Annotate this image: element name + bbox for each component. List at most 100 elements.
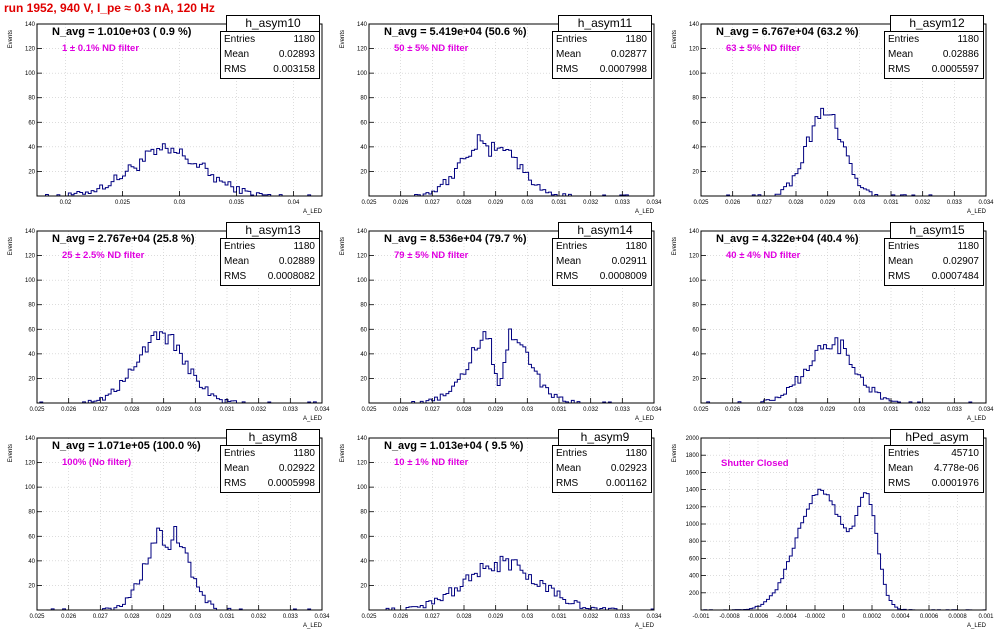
x-tick-label: 0.026 [725, 200, 741, 206]
x-tick-label: 0.027 [425, 614, 441, 620]
plot-frame [368, 437, 655, 611]
histogram-line [701, 107, 986, 197]
y-tick-label: 60 [692, 327, 699, 333]
y-tick-label: 60 [28, 327, 35, 333]
x-tick-label: 0.032 [915, 200, 931, 206]
x-tick-label: 0.028 [788, 407, 804, 413]
x-axis-label: A_LED [967, 416, 987, 422]
stats-row-entries: Entries 45710 [885, 446, 983, 461]
histogram-line [369, 555, 655, 611]
y-tick-label: 60 [28, 534, 35, 540]
navg-label: N_avg = 4.322e+04 (40.4 %) [716, 233, 859, 245]
page-title: run 1952, 940 V, I_pe ≈ 0.3 nA, 120 Hz [4, 1, 215, 15]
x-tick-label: 0.035 [229, 200, 245, 206]
y-tick-label: 100 [25, 71, 36, 77]
filter-label: 10 ± 1% ND filter [394, 457, 469, 468]
stats-value-rms: 0.0008009 [599, 271, 647, 282]
y-tick-label: 40 [28, 145, 35, 151]
y-tick-label: 40 [28, 352, 35, 358]
x-axis-label: A_LED [967, 209, 987, 215]
stats-row-rms: RMS 0.0008009 [553, 269, 651, 284]
x-tick-label: -0.0004 [776, 614, 797, 620]
stats-value-mean: 0.02877 [610, 49, 647, 60]
y-tick-label: 40 [692, 145, 699, 151]
histogram-line [37, 143, 322, 197]
navg-label: N_avg = 1.013e+04 ( 9.5 %) [384, 440, 524, 452]
x-tick-label: 0.025 [115, 200, 131, 206]
x-tick-label: 0.027 [425, 200, 441, 206]
x-tick-label: 0.034 [978, 407, 994, 413]
stats-label-mean: Mean [888, 256, 914, 267]
x-tick-label: 0.0002 [863, 614, 882, 620]
x-tick-label: -0.0008 [719, 614, 740, 620]
x-tick-label: 0.0006 [920, 614, 939, 620]
x-tick-label: 0.031 [883, 407, 899, 413]
y-axis-label: Events [672, 237, 678, 255]
y-tick-label: 100 [25, 278, 36, 284]
y-tick-label: 20 [692, 169, 699, 175]
stats-box: Entries 1180 Mean 0.02893 RMS 0.003158 [220, 31, 320, 79]
filter-label: Shutter Closed [721, 458, 789, 469]
y-tick-label: 140 [357, 22, 368, 28]
x-tick-label: 0.031 [551, 200, 567, 206]
x-tick-label: 0 [842, 614, 846, 620]
x-tick-label: 0.03 [521, 200, 533, 206]
stats-row-mean: Mean 0.02893 [221, 47, 319, 62]
stats-row-rms: RMS 0.0005597 [885, 62, 983, 77]
stats-value-mean: 0.02923 [610, 463, 647, 474]
y-tick-label: 40 [692, 352, 699, 358]
stats-label-mean: Mean [224, 463, 250, 474]
stats-row-mean: Mean 0.02889 [221, 254, 319, 269]
stats-row-mean: Mean 0.02922 [221, 461, 319, 476]
y-tick-label: 140 [689, 22, 700, 28]
y-tick-label: 120 [357, 47, 368, 53]
plot-frame [368, 230, 655, 404]
y-tick-label: 400 [689, 574, 700, 580]
x-tick-label: 0.0004 [891, 614, 910, 620]
stats-row-entries: Entries 1180 [221, 239, 319, 254]
histogram-panel-h_asym15: 0.025 0.026 0.027 0.028 0.029 0.03 0.031 0.032 0… [664, 219, 996, 426]
x-tick-label: 0.026 [393, 614, 409, 620]
stats-row-rms: RMS 0.0007484 [885, 269, 983, 284]
histogram-title: h_asym12 [890, 15, 984, 32]
stats-row-mean: Mean 0.02907 [885, 254, 983, 269]
y-tick-label: 140 [689, 229, 700, 235]
navg-label: N_avg = 2.767e+04 (25.8 %) [52, 233, 195, 245]
stats-value-mean: 0.02911 [611, 256, 647, 267]
y-tick-label: 80 [28, 510, 35, 516]
stats-box: Entries 1180 Mean 0.02907 RMS 0.0007484 [884, 238, 984, 286]
x-axis-label: A_LED [635, 209, 655, 215]
x-tick-label: 0.031 [219, 407, 235, 413]
x-tick-label: 0.028 [456, 407, 472, 413]
x-tick-label: 0.034 [646, 200, 662, 206]
histogram-title: h_asym15 [890, 222, 984, 239]
y-tick-label: 120 [25, 461, 36, 467]
y-tick-label: 60 [28, 120, 35, 126]
stats-label-mean: Mean [224, 49, 250, 60]
y-axis-label: Events [8, 30, 14, 48]
stats-label-mean: Mean [224, 256, 250, 267]
y-tick-label: 20 [28, 169, 35, 175]
x-tick-label: 0.025 [361, 614, 377, 620]
y-tick-label: 40 [28, 559, 35, 565]
stats-value-rms: 0.0007484 [931, 271, 979, 282]
histogram-title: hPed_asym [890, 429, 984, 446]
x-tick-label: 0.034 [646, 614, 662, 620]
stats-box: Entries 1180 Mean 0.02877 RMS 0.0007998 [552, 31, 652, 79]
stats-row-mean: Mean 0.02911 [553, 254, 651, 269]
x-tick-label: 0.03 [189, 614, 201, 620]
y-tick-label: 140 [25, 22, 36, 28]
x-tick-label: 0.029 [488, 407, 504, 413]
filter-label: 40 ± 4% ND filter [726, 250, 801, 261]
x-tick-label: -0.0002 [805, 614, 826, 620]
stats-row-entries: Entries 1180 [221, 446, 319, 461]
histogram-title: h_asym11 [558, 15, 652, 32]
x-tick-label: 0.033 [615, 407, 631, 413]
stats-value-mean: 0.02889 [278, 256, 315, 267]
stats-label-entries: Entries [224, 34, 256, 45]
histogram-panel-h_asym10: 0.02 0.025 0.03 0.035 0.04 20 40 60 80 100 120 140 E… [0, 12, 332, 219]
stats-row-entries: Entries 1180 [553, 32, 651, 47]
stats-value-rms: 0.0008082 [267, 271, 315, 282]
x-tick-label: 0.034 [314, 407, 330, 413]
stats-row-entries: Entries 1180 [221, 32, 319, 47]
